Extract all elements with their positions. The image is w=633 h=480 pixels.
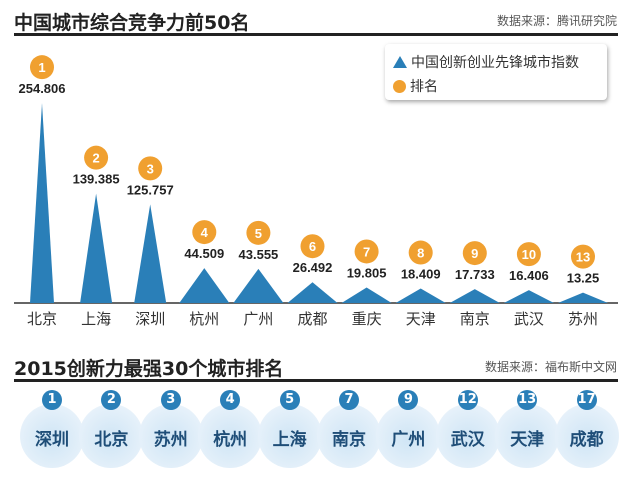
rank-badge: 13 (517, 390, 538, 410)
category-label: 北京 (27, 310, 57, 328)
ranking-title: 2015创新力最强30个城市排名 (14, 358, 284, 380)
category-label: 成都 (297, 310, 327, 328)
city-name: 深圳 (35, 430, 69, 450)
value-label: 19.805 (347, 265, 387, 280)
rank-badge: 4 (220, 390, 241, 410)
city-rank-item: 13 天津 (495, 390, 560, 468)
category-label: 广州 (243, 310, 273, 328)
city-rank-item: 3 苏州 (138, 390, 203, 468)
rank-label: 5 (255, 226, 262, 241)
value-label: 26.492 (293, 260, 333, 275)
rank-badge: 12 (457, 390, 478, 410)
rank-circle (408, 240, 433, 265)
city-rank-item: 17 成都 (554, 390, 619, 468)
city-name: 成都 (569, 430, 604, 450)
city-name: 南京 (332, 430, 366, 450)
chart-title: 中国城市综合竞争力前50名 (14, 12, 250, 34)
rank-label: 9 (471, 246, 478, 261)
rank-badge: 5 (279, 390, 300, 410)
rank-badge: 3 (160, 390, 181, 410)
rank-badge: 9 (398, 390, 419, 410)
rank-circle (246, 220, 271, 245)
city-rank-item: 12 武汉 (435, 390, 500, 468)
triangle-mark (558, 292, 608, 303)
rank-circle (30, 55, 54, 80)
category-label: 杭州 (189, 310, 219, 328)
rank-badge: 1 (42, 390, 62, 410)
rank-label: 10 (522, 247, 536, 262)
rank-circle (300, 234, 325, 259)
rank-badge: 2 (101, 390, 122, 410)
title-rule (14, 33, 618, 36)
triangle-mark (287, 282, 338, 303)
ranking-rule (14, 379, 618, 382)
category-label: 天津 (406, 310, 436, 328)
triangle-mark (341, 287, 392, 303)
city-rank-item: 7 南京 (317, 390, 381, 468)
value-label: 17.733 (455, 267, 495, 282)
legend-item-rank: 排名 (393, 76, 438, 96)
value-label: 13.25 (567, 271, 600, 286)
category-label: 上海 (81, 310, 111, 328)
value-label: 43.555 (239, 247, 279, 262)
rank-circle (84, 145, 109, 170)
value-label: 254.806 (19, 81, 66, 96)
rank-circle (571, 244, 595, 269)
rank-label: 7 (363, 244, 370, 259)
chart-canvas: 254.806 1 北京 139.385 2 上海 125.757 3 深圳 44.509 4 杭州 4… (14, 55, 618, 328)
value-label: 18.409 (401, 267, 441, 282)
city-name: 杭州 (213, 430, 248, 450)
rank-label: 1 (38, 60, 45, 75)
triangle-mark (179, 268, 230, 303)
category-label: 南京 (460, 310, 490, 328)
category-label: 苏州 (568, 310, 598, 328)
value-label: 44.509 (184, 246, 224, 261)
chart-source: 数据来源：腾讯研究院 (496, 14, 617, 28)
legend-label-index: 中国创新创业先锋城市指数 (411, 55, 579, 71)
rank-label: 8 (417, 246, 424, 261)
value-label: 16.406 (509, 268, 549, 283)
rank-label: 6 (309, 239, 316, 254)
triangle-icon (393, 56, 407, 68)
rank-circle (516, 242, 541, 267)
city-name: 苏州 (153, 430, 188, 450)
city-name: 武汉 (450, 430, 485, 450)
legend: 中国创新创业先锋城市指数 排名 (385, 44, 607, 100)
rank-label: 3 (147, 161, 154, 176)
city-name: 上海 (272, 430, 307, 450)
rank-circle (354, 239, 379, 264)
city-rank-item: 1 深圳 (20, 390, 84, 468)
city-rank-item: 4 杭州 (198, 390, 263, 468)
city-rank-item: 9 广州 (376, 390, 441, 468)
category-label: 深圳 (135, 310, 165, 328)
triangle-mark (503, 290, 554, 303)
city-name: 北京 (94, 430, 129, 450)
rank-label: 13 (576, 250, 590, 265)
city-name: 天津 (510, 430, 545, 450)
triangle-mark (134, 204, 167, 303)
value-label: 125.757 (127, 182, 174, 197)
triangle-mark (80, 193, 113, 303)
circle-icon (393, 79, 406, 93)
rank-badge: 7 (339, 390, 359, 410)
city-rank-item: 2 北京 (79, 390, 144, 468)
rank-label: 2 (92, 151, 99, 166)
rank-circle (138, 156, 163, 181)
city-rank-item: 5 上海 (257, 390, 322, 468)
value-label: 139.385 (73, 172, 120, 187)
legend-label-rank: 排名 (410, 79, 438, 95)
rank-label: 4 (201, 225, 209, 240)
triangle-mark (449, 289, 500, 303)
rank-circle (192, 220, 217, 245)
triangle-mark (395, 288, 446, 303)
category-label: 重庆 (352, 310, 382, 328)
triangle-mark (233, 268, 284, 303)
legend-item-index: 中国创新创业先锋城市指数 (393, 52, 579, 72)
city-name: 广州 (391, 430, 426, 450)
category-label: 武汉 (514, 310, 544, 328)
rank-circle (462, 241, 487, 266)
rank-badge: 17 (576, 390, 597, 410)
ranking-source: 数据来源：福布斯中文网 (484, 360, 617, 374)
triangle-mark (30, 103, 54, 303)
